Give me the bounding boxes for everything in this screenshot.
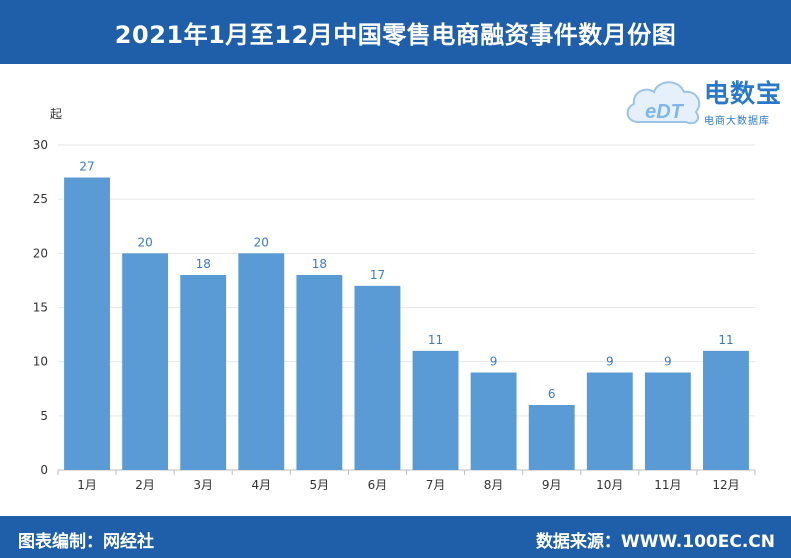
bar bbox=[296, 275, 343, 470]
y-tick-label: 10 bbox=[33, 355, 48, 369]
data-label: 9 bbox=[606, 355, 614, 369]
y-tick-label: 20 bbox=[33, 246, 48, 260]
x-tick-label: 1月 bbox=[77, 478, 97, 492]
data-label: 17 bbox=[370, 268, 385, 282]
x-axis: 1月 2月 3月 4月 5月 6月 7月 8月 9月 10月 11月 12月 bbox=[57, 470, 756, 492]
y-tick-label: 5 bbox=[40, 409, 48, 423]
logo-brand: 电数宝 bbox=[704, 79, 783, 108]
data-label: 11 bbox=[428, 333, 443, 347]
data-labels: 27 20 18 20 18 17 11 9 6 9 9 11 bbox=[79, 160, 733, 402]
y-tick-label: 0 bbox=[40, 463, 48, 477]
bar bbox=[644, 372, 691, 470]
chart-title: 2021年1月至12月中国零售电商融资事件数月份图 bbox=[114, 20, 677, 49]
chart-footer: 图表编制：网经社 数据来源：WWW.100EC.CN bbox=[0, 516, 791, 558]
bars bbox=[64, 177, 749, 470]
data-source: 数据来源：WWW.100EC.CN bbox=[535, 532, 775, 552]
x-tick-label: 3月 bbox=[193, 478, 213, 492]
x-tick-label: 5月 bbox=[310, 478, 330, 492]
y-tick-label: 15 bbox=[33, 301, 48, 315]
x-tick-label: 8月 bbox=[484, 478, 504, 492]
logo: eDT 电数宝 电商大数据库 bbox=[624, 70, 784, 132]
x-tick-label: 7月 bbox=[426, 478, 446, 492]
bar bbox=[122, 253, 169, 470]
x-tick-label: 6月 bbox=[368, 478, 388, 492]
y-tick-label: 25 bbox=[33, 192, 48, 206]
data-label: 27 bbox=[79, 160, 94, 174]
bar bbox=[354, 285, 401, 470]
data-label: 18 bbox=[312, 257, 327, 271]
y-tick-label: 30 bbox=[33, 138, 48, 152]
bar bbox=[180, 275, 227, 470]
data-label: 18 bbox=[196, 257, 211, 271]
chart-header: 2021年1月至12月中国零售电商融资事件数月份图 bbox=[0, 0, 791, 64]
data-label: 9 bbox=[664, 355, 672, 369]
data-label: 6 bbox=[548, 387, 556, 401]
cloud-icon: eDT bbox=[626, 81, 701, 125]
data-label: 20 bbox=[137, 235, 152, 249]
logo-subtitle: 电商大数据库 bbox=[704, 116, 770, 127]
x-tick-label: 9月 bbox=[542, 478, 562, 492]
bar bbox=[703, 350, 749, 470]
bar bbox=[586, 372, 633, 470]
data-label: 11 bbox=[718, 333, 733, 347]
bar bbox=[412, 350, 459, 470]
bar bbox=[238, 253, 285, 470]
bar bbox=[470, 372, 517, 470]
data-label: 9 bbox=[490, 355, 498, 369]
editor-credit: 图表编制：网经社 bbox=[18, 532, 154, 552]
x-tick-label: 12月 bbox=[712, 478, 739, 492]
x-tick-label: 2月 bbox=[135, 478, 155, 492]
x-tick-label: 10月 bbox=[596, 478, 623, 492]
x-tick-label: 11月 bbox=[654, 478, 681, 492]
bar bbox=[528, 405, 575, 470]
data-label: 20 bbox=[254, 235, 269, 249]
bar-chart: 0 5 10 15 20 25 30 27 20 18 20 18 17 11 9 6 9 9 11 1月 2月 3月… bbox=[33, 107, 756, 492]
y-axis-label: 起 bbox=[50, 107, 62, 121]
x-tick-label: 4月 bbox=[251, 478, 271, 492]
y-axis: 0 5 10 15 20 25 30 bbox=[33, 138, 48, 477]
bar bbox=[64, 177, 110, 470]
logo-mark: eDT bbox=[645, 101, 685, 123]
